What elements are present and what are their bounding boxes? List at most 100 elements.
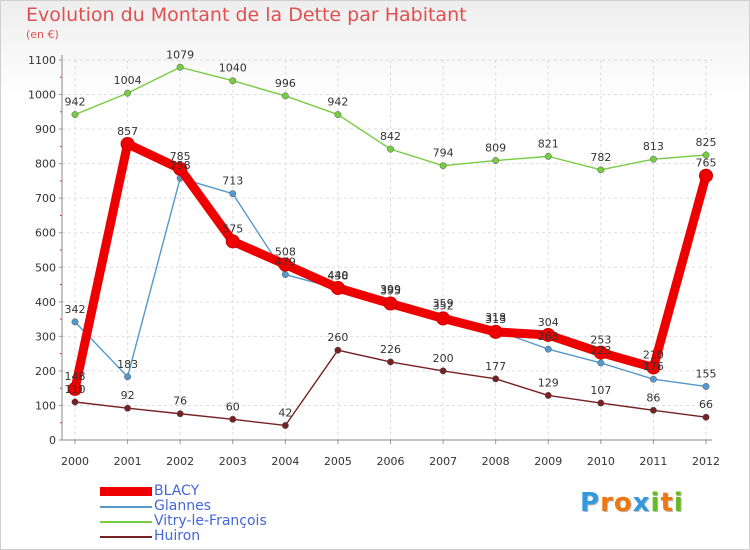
data-point xyxy=(225,234,240,249)
data-label: 857 xyxy=(117,125,138,138)
data-point xyxy=(492,157,500,164)
data-label: 713 xyxy=(222,175,243,188)
data-label: 76 xyxy=(173,395,187,408)
data-point xyxy=(176,63,184,71)
data-point xyxy=(649,375,657,383)
legend-item: Vitry-le-François xyxy=(100,513,400,529)
x-tick-label: 2012 xyxy=(692,455,720,468)
legend-swatch xyxy=(100,536,152,538)
data-label: 785 xyxy=(170,150,191,163)
data-label: 359 xyxy=(433,297,454,310)
data-label: 60 xyxy=(226,400,240,413)
logo-letter: x xyxy=(632,488,651,518)
data-point xyxy=(281,271,289,278)
logo-letter: i xyxy=(650,488,661,518)
data-point xyxy=(387,358,394,366)
data-point xyxy=(488,324,503,339)
data-label: 996 xyxy=(275,77,296,90)
data-point xyxy=(124,373,132,381)
x-tick-label: 2007 xyxy=(429,455,457,468)
data-label: 253 xyxy=(590,334,611,347)
data-label: 107 xyxy=(590,384,611,397)
data-point xyxy=(646,360,661,375)
x-tick-label: 2003 xyxy=(219,455,247,468)
data-label: 479 xyxy=(275,256,296,269)
data-point xyxy=(436,311,451,326)
chart-title: Evolution du Montant de la Dette par Hab… xyxy=(26,4,467,26)
data-point xyxy=(649,155,657,163)
y-tick-label: 0 xyxy=(49,434,56,447)
data-point xyxy=(541,327,556,342)
data-point xyxy=(387,145,394,153)
data-label: 342 xyxy=(65,303,86,316)
y-tick-label: 200 xyxy=(35,365,56,378)
data-label: 86 xyxy=(646,391,660,404)
x-tick-label: 2002 xyxy=(166,455,194,468)
legend-swatch xyxy=(100,487,152,496)
data-label: 1004 xyxy=(114,74,142,87)
data-label: 399 xyxy=(380,283,401,296)
x-tick-label: 2008 xyxy=(482,455,510,468)
grid-lines xyxy=(62,59,712,440)
data-label: 200 xyxy=(433,352,454,365)
logo-letter: t xyxy=(660,488,674,518)
data-point xyxy=(278,257,293,272)
chart-unit: (en €) xyxy=(26,28,59,41)
data-point xyxy=(124,404,132,412)
proxiti-logo: Proxiti xyxy=(580,488,684,518)
data-label: 758 xyxy=(170,159,191,172)
data-point xyxy=(544,391,552,399)
data-label: 794 xyxy=(433,147,454,160)
data-point xyxy=(702,413,710,421)
legend-label: BLACY xyxy=(154,483,200,499)
data-label: 129 xyxy=(538,376,559,389)
legend-item: Glannes xyxy=(100,498,400,514)
data-point xyxy=(334,346,342,354)
data-label: 508 xyxy=(275,246,296,259)
data-label: 942 xyxy=(327,96,348,109)
x-tick-label: 2009 xyxy=(534,455,562,468)
axes: 0 100 200 300 400 500 600 700 800 900 1000 1100 2000… xyxy=(28,54,720,468)
legend-label: Vitry-le-François xyxy=(154,513,267,529)
x-tick-label: 2000 xyxy=(61,455,89,468)
data-point xyxy=(597,399,605,407)
legend-label: Glannes xyxy=(154,498,211,514)
y-tick-label: 600 xyxy=(35,227,56,240)
data-label: 440 xyxy=(327,269,348,282)
legend-swatch xyxy=(100,506,152,508)
data-point xyxy=(544,152,552,160)
data-point xyxy=(702,151,710,159)
data-label: 223 xyxy=(590,344,611,357)
data-point xyxy=(439,162,447,170)
data-label: 263 xyxy=(538,330,559,343)
data-label: 260 xyxy=(327,331,348,344)
x-tick-label: 2011 xyxy=(639,455,667,468)
y-tick-label: 700 xyxy=(35,192,56,205)
data-label: 304 xyxy=(538,316,559,329)
data-label: 1079 xyxy=(166,48,194,61)
data-label: 66 xyxy=(699,398,713,411)
legend: BLACY Glannes Vitry-le-François Huiron xyxy=(100,483,400,544)
data-label: 177 xyxy=(485,360,506,373)
data-point xyxy=(229,190,237,198)
x-tick-label: 2004 xyxy=(271,455,299,468)
logo-letter: o xyxy=(613,488,633,518)
data-label: 438 xyxy=(327,270,348,283)
data-point xyxy=(173,161,188,176)
data-label: 110 xyxy=(65,383,86,396)
data-label: 183 xyxy=(117,358,138,371)
y-tick-label: 900 xyxy=(35,123,56,136)
data-label: 155 xyxy=(696,367,717,380)
data-point xyxy=(597,166,605,174)
data-point xyxy=(124,89,132,97)
data-point xyxy=(71,318,79,326)
x-tick-label: 2006 xyxy=(377,455,405,468)
data-label: 226 xyxy=(380,343,401,356)
legend-item: BLACY xyxy=(100,483,400,499)
data-label: 210 xyxy=(643,348,664,361)
data-point xyxy=(330,281,345,295)
data-label: 813 xyxy=(643,140,664,153)
y-tick-label: 300 xyxy=(35,330,56,343)
data-label: 92 xyxy=(121,389,135,402)
